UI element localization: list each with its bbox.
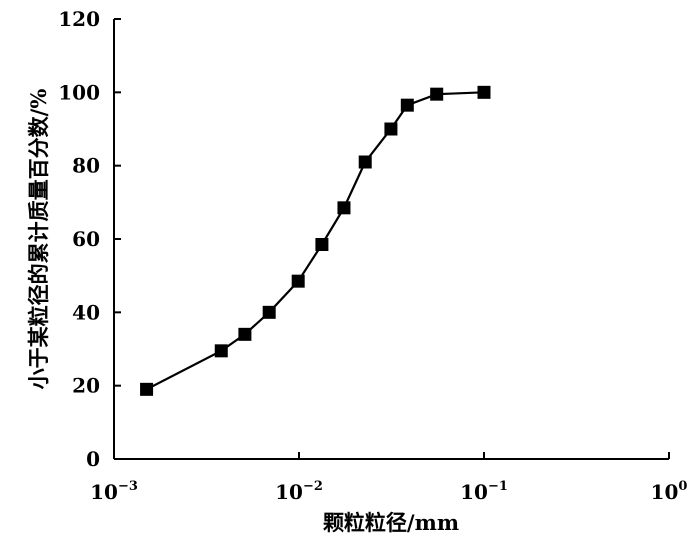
series-line xyxy=(146,91,485,391)
data-point xyxy=(477,85,491,99)
x-tick-label: 10−2 xyxy=(275,479,323,504)
y-axis-title: 小于某粒径的累计质量百分数/% xyxy=(26,89,51,390)
data-series xyxy=(140,85,491,396)
data-point xyxy=(358,155,372,169)
y-tick-label: 120 xyxy=(58,7,100,31)
data-point xyxy=(214,344,228,358)
plot-lines xyxy=(113,19,669,460)
data-point xyxy=(430,87,444,101)
data-point xyxy=(400,98,414,112)
x-tick-label: 100 xyxy=(651,479,688,504)
data-point xyxy=(262,305,276,319)
y-tick-label: 0 xyxy=(86,447,100,471)
data-point xyxy=(337,201,351,215)
x-ticks: 10−3 10−2 10−1 100 xyxy=(90,452,687,504)
y-tick-label: 20 xyxy=(72,374,100,398)
y-ticks: 0 20 40 60 80 100 120 xyxy=(58,7,121,471)
data-point xyxy=(140,382,154,396)
y-tick-label: 60 xyxy=(72,227,100,251)
y-tick-label: 80 xyxy=(72,154,100,178)
data-point xyxy=(384,122,398,136)
data-point xyxy=(238,327,252,341)
x-tick-label: 10−1 xyxy=(460,479,508,504)
data-point xyxy=(315,238,329,251)
x-tick-label: 10−3 xyxy=(90,479,138,504)
data-point xyxy=(291,274,305,288)
x-axis-title: 颗粒粒径/mm xyxy=(323,510,459,535)
y-tick-label: 100 xyxy=(58,80,100,104)
y-tick-label: 40 xyxy=(72,300,100,324)
